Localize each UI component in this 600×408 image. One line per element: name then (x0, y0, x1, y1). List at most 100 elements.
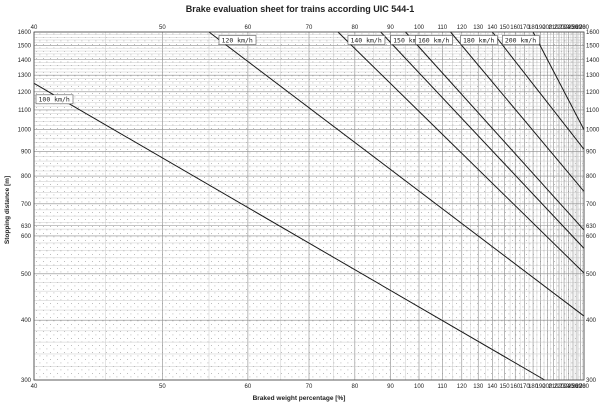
x-tick-label-bottom: 230 (559, 384, 570, 390)
series-label-140-kmh: 140 km/h (350, 36, 381, 44)
x-tick-label-bottom: 110 (438, 384, 448, 390)
y-tick-label-left: 1300 (18, 73, 32, 79)
x-tick-label-bottom: 100 (414, 384, 425, 390)
series-label-box (460, 35, 498, 45)
x-tick-label-bottom: 190 (536, 384, 547, 390)
y-tick-label-right: 1500 (586, 43, 600, 49)
y-tick-label-right: 1000 (586, 128, 600, 134)
y-tick-label-right: 500 (586, 272, 597, 278)
x-tick-label-bottom: 120 (457, 384, 468, 390)
y-tick-label-left: 300 (21, 378, 32, 384)
x-tick-label-bottom: 210 (548, 384, 559, 390)
y-tick-label-right: 700 (586, 202, 597, 208)
x-tick-label-top: 180 (528, 25, 539, 31)
y-tick-label-right: 1100 (586, 108, 600, 114)
x-tick-label-bottom: 60 (245, 384, 252, 390)
series-label-150-kmh: 150 km/h (393, 36, 424, 44)
x-tick-label-top: 150 (500, 25, 511, 31)
x-tick-label-bottom: 220 (554, 384, 565, 390)
x-tick-label-bottom: 40 (31, 384, 38, 390)
series-line-120-kmh (208, 31, 585, 317)
y-tick-label-left: 900 (21, 150, 32, 156)
series-label-box (347, 35, 386, 45)
y-tick-label-left: 400 (21, 318, 32, 324)
x-tick-label-top: 280 (579, 25, 590, 31)
x-tick-label-bottom: 90 (387, 384, 394, 390)
x-tick-label-top: 170 (520, 25, 531, 31)
y-tick-label-right: 1400 (586, 58, 600, 64)
series-line-180-kmh (450, 31, 585, 192)
series-label-120-kmh: 120 km/h (222, 36, 253, 44)
y-tick-label-left: 1600 (18, 30, 32, 36)
y-tick-label-left: 1400 (18, 58, 32, 64)
series-label-box (218, 35, 257, 45)
x-tick-label-bottom: 280 (579, 384, 590, 390)
x-tick-label-bottom: 150 (500, 384, 511, 390)
series-line-150-kmh (380, 31, 585, 249)
x-tick-label-top: 190 (536, 25, 547, 31)
series-line-160-kmh (405, 31, 585, 231)
x-tick-label-top: 40 (31, 25, 38, 31)
x-tick-label-bottom: 250 (568, 384, 579, 390)
x-tick-label-top: 220 (554, 25, 565, 31)
x-tick-label-bottom: 80 (351, 384, 358, 390)
y-tick-label-left: 700 (21, 202, 32, 208)
y-tick-label-right: 800 (586, 174, 597, 180)
y-tick-label-left: 1000 (18, 128, 32, 134)
y-tick-label-left: 600 (21, 234, 32, 240)
x-tick-label-top: 110 (438, 25, 448, 31)
x-tick-label-top: 130 (473, 25, 484, 31)
x-axis-title: Braked weight percentage [%] (253, 395, 346, 402)
y-tick-label-left: 1200 (18, 90, 32, 96)
x-tick-label-bottom: 260 (572, 384, 583, 390)
y-tick-label-right: 600 (586, 234, 597, 240)
x-tick-label-top: 100 (414, 25, 425, 31)
y-tick-label-right: 1300 (586, 73, 600, 79)
y-tick-label-right: 900 (586, 150, 597, 156)
series-label-box (502, 35, 540, 45)
x-tick-label-top: 210 (548, 25, 559, 31)
x-tick-label-bottom: 170 (520, 384, 531, 390)
y-tick-label-right: 1200 (586, 90, 600, 96)
y-tick-label-right: 300 (586, 378, 597, 384)
grid-layer (33, 31, 585, 381)
x-tick-label-top: 60 (245, 25, 252, 31)
x-tick-label-top: 50 (159, 25, 166, 31)
x-tick-label-bottom: 200 (542, 384, 553, 390)
x-tick-label-top: 120 (457, 25, 468, 31)
series-line-140-kmh (337, 31, 585, 274)
y-tick-label-right: 630 (586, 224, 597, 230)
x-tick-label-top: 270 (576, 25, 587, 31)
x-tick-label-top: 260 (572, 25, 583, 31)
x-tick-label-bottom: 130 (473, 384, 484, 390)
x-tick-label-top: 90 (387, 25, 394, 31)
chart-title: Brake evaluation sheet for trains accord… (186, 4, 415, 14)
y-tick-label-left: 1500 (18, 43, 32, 49)
series-label-200-kmh: 200 km/h (505, 36, 536, 44)
x-tick-label-top: 80 (351, 25, 358, 31)
axis-layer: 40 40 50 50 60 60 70 70 80 80 90 90 100 100 110 110 120 1… (18, 25, 600, 390)
y-tick-label-left: 500 (21, 272, 32, 278)
series-label-box (35, 94, 74, 105)
x-tick-label-top: 200 (542, 25, 553, 31)
y-tick-label-left: 1100 (18, 108, 32, 114)
series-label-180-kmh: 180 km/h (463, 36, 494, 44)
y-tick-label-left: 800 (21, 174, 32, 180)
series-label-box (415, 35, 453, 45)
series-label-160-kmh: 160 km/h (418, 36, 449, 44)
series-line-200-kmh (491, 31, 585, 150)
x-tick-label-top: 70 (306, 25, 313, 31)
plot-area-frame (33, 31, 585, 381)
series-layer (33, 31, 585, 381)
series-label-100-kmh: 100 km/h (39, 96, 70, 104)
x-tick-label-top: 230 (559, 25, 570, 31)
y-axis-title: Stopping distance [m] (4, 176, 11, 244)
series-line-100-kmh (33, 82, 545, 381)
x-tick-label-bottom: 70 (306, 384, 313, 390)
x-tick-label-top: 160 (510, 25, 521, 31)
x-tick-label-top: 140 (487, 25, 498, 31)
y-tick-label-left: 630 (21, 224, 32, 230)
